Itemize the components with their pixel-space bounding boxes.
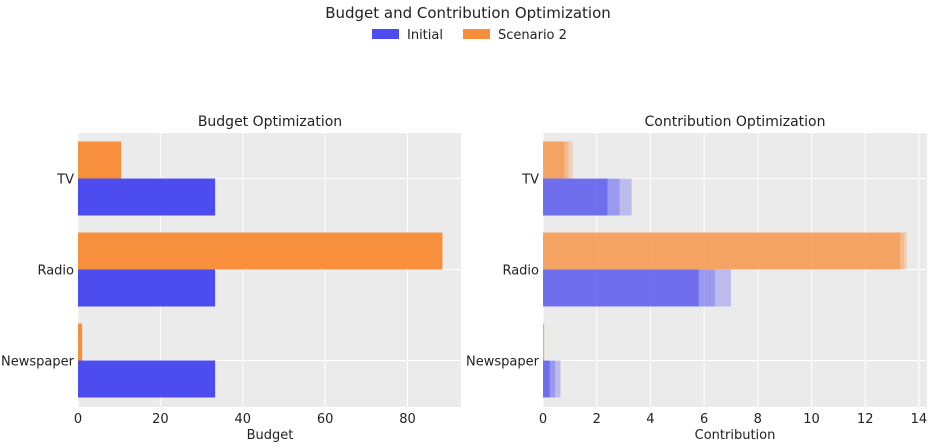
budget-x-axis-label: Budget	[247, 428, 294, 443]
contribution-chart: 0 2 4 6 8 10 12 14 TV Radio Newspaper Contribution…	[466, 114, 927, 443]
budget-bars	[78, 141, 443, 398]
contribution-y-tick-label-radio: Radio	[502, 264, 539, 279]
contribution-bar-initial-tv	[543, 178, 608, 216]
budget-x-tick-label: 60	[317, 412, 334, 427]
budget-chart-title: Budget Optimization	[198, 114, 342, 130]
contribution-x-tick-label: 10	[803, 412, 820, 427]
contribution-bar-scenario-2-newspaper	[543, 323, 544, 361]
contribution-ticks: 0 2 4 6 8 10 12 14 TV Radio Newspaper	[466, 173, 927, 428]
budget-x-tick-label: 40	[234, 412, 251, 427]
contribution-x-tick-label: 0	[539, 412, 547, 427]
contribution-x-tick-label: 12	[857, 412, 874, 427]
budget-chart: 0 20 40 60 80 TV Radio Newspaper Budget Optimiz…	[1, 114, 461, 443]
figure-title: Budget and Contribution Optimization	[325, 4, 611, 22]
budget-bar-initial-tv	[78, 178, 216, 216]
budget-y-tick-label-tv: TV	[56, 173, 74, 188]
budget-y-tick-label-newspaper: Newspaper	[1, 355, 75, 370]
contribution-y-tick-label-newspaper: Newspaper	[466, 355, 540, 370]
budget-bar-scenario-2-newspaper	[78, 323, 83, 361]
budget-bar-initial-radio	[78, 269, 216, 307]
budget-y-tick-label-radio: Radio	[37, 264, 74, 279]
contribution-y-tick-label-tv: TV	[521, 173, 539, 188]
contribution-x-tick-label: 14	[911, 412, 928, 427]
contribution-x-tick-label: 6	[700, 412, 708, 427]
legend-label-initial: Initial	[407, 28, 443, 43]
legend: Initial Scenario 2	[372, 28, 567, 43]
contribution-x-axis-label: Contribution	[695, 428, 776, 443]
budget-bar-scenario-2-radio	[78, 232, 443, 270]
contribution-bar-initial-newspaper	[543, 360, 550, 398]
contribution-x-tick-label: 2	[593, 412, 601, 427]
contribution-chart-title: Contribution Optimization	[645, 114, 826, 130]
legend-swatch-initial	[372, 29, 399, 39]
budget-x-tick-label: 80	[399, 412, 416, 427]
budget-x-tick-label: 0	[74, 412, 82, 427]
legend-swatch-scenario	[463, 29, 490, 39]
contribution-x-tick-label: 8	[754, 412, 762, 427]
contribution-bar-scenario-2-radio	[543, 232, 901, 270]
budget-ticks: 0 20 40 60 80 TV Radio Newspaper	[1, 173, 416, 428]
legend-label-scenario: Scenario 2	[498, 28, 567, 43]
contribution-bars	[543, 141, 907, 398]
contribution-bar-initial-radio	[543, 269, 699, 307]
contribution-bar-scenario-2-tv	[543, 141, 565, 179]
contribution-x-tick-label: 4	[646, 412, 654, 427]
budget-x-tick-label: 20	[152, 412, 169, 427]
budget-bar-initial-newspaper	[78, 360, 216, 398]
budget-bar-scenario-2-tv	[78, 141, 122, 179]
